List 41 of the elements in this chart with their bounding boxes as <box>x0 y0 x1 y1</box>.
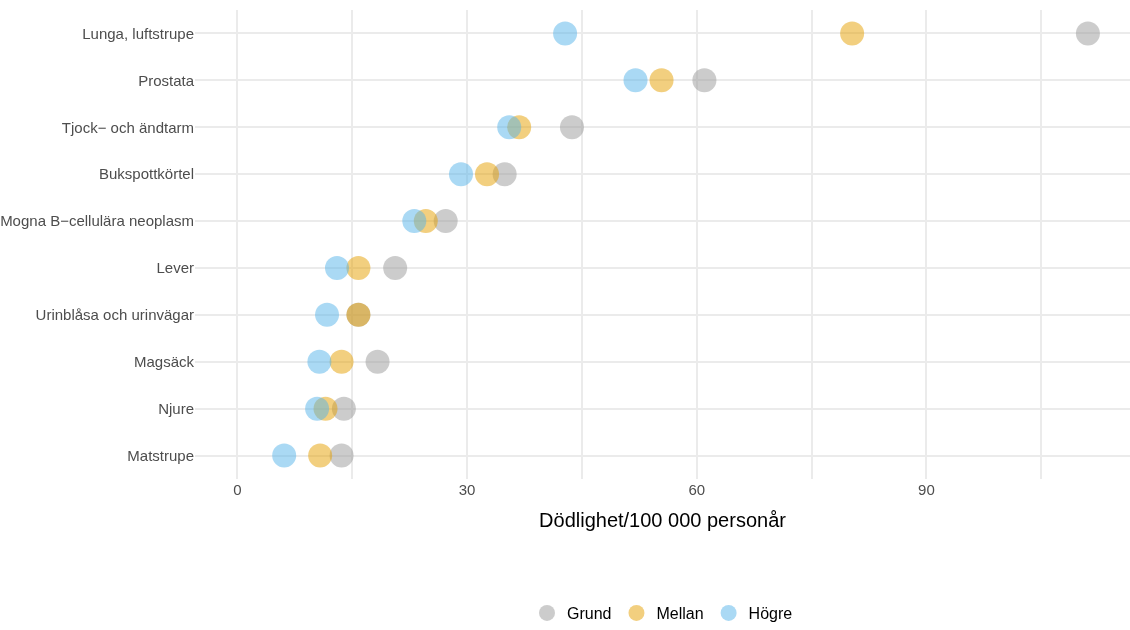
y-tick-label: Njure <box>158 399 194 417</box>
y-tick-label: Urinblåsa och urinvägar <box>35 306 194 324</box>
point <box>365 349 390 374</box>
point <box>383 255 408 280</box>
point <box>553 21 578 46</box>
point <box>1075 21 1100 46</box>
point <box>560 115 584 140</box>
y-tick-label: Matstrupe <box>127 446 194 464</box>
point <box>692 68 717 93</box>
point <box>272 443 297 468</box>
point <box>346 255 371 280</box>
point <box>329 349 354 374</box>
point <box>840 21 865 46</box>
y-tick-label: Magsäck <box>133 353 195 370</box>
x-tick-label: 0 <box>233 481 242 498</box>
x-axis-title: Dödlighet/100 000 personår <box>539 508 787 531</box>
y-tick-label: Bukspottkörtel <box>98 165 194 183</box>
point <box>433 209 458 234</box>
point <box>305 396 330 421</box>
x-tick-label: 90 <box>918 481 935 498</box>
point <box>449 162 473 187</box>
point <box>315 302 340 327</box>
point <box>329 443 354 468</box>
point <box>497 115 522 140</box>
y-tick-label: Lever <box>156 259 194 277</box>
point <box>623 68 648 93</box>
point <box>307 349 332 374</box>
point <box>475 162 500 187</box>
point <box>308 443 333 468</box>
y-tick-label: Prostata <box>138 71 195 89</box>
point <box>325 255 349 280</box>
legend-label: Högre <box>748 605 793 623</box>
legend-label: Grund <box>567 605 612 623</box>
y-tick-label: Tjock− och ändtarm <box>61 118 194 136</box>
y-tick-label: Mogna B−cellulära neoplasm <box>0 212 194 230</box>
x-tick-label: 60 <box>688 481 706 498</box>
point <box>649 68 674 93</box>
point <box>402 209 427 234</box>
x-tick-label: 30 <box>458 481 476 498</box>
legend-label: Mellan <box>656 605 704 623</box>
y-tick-label: Lunga, luftstrupe <box>82 24 194 42</box>
